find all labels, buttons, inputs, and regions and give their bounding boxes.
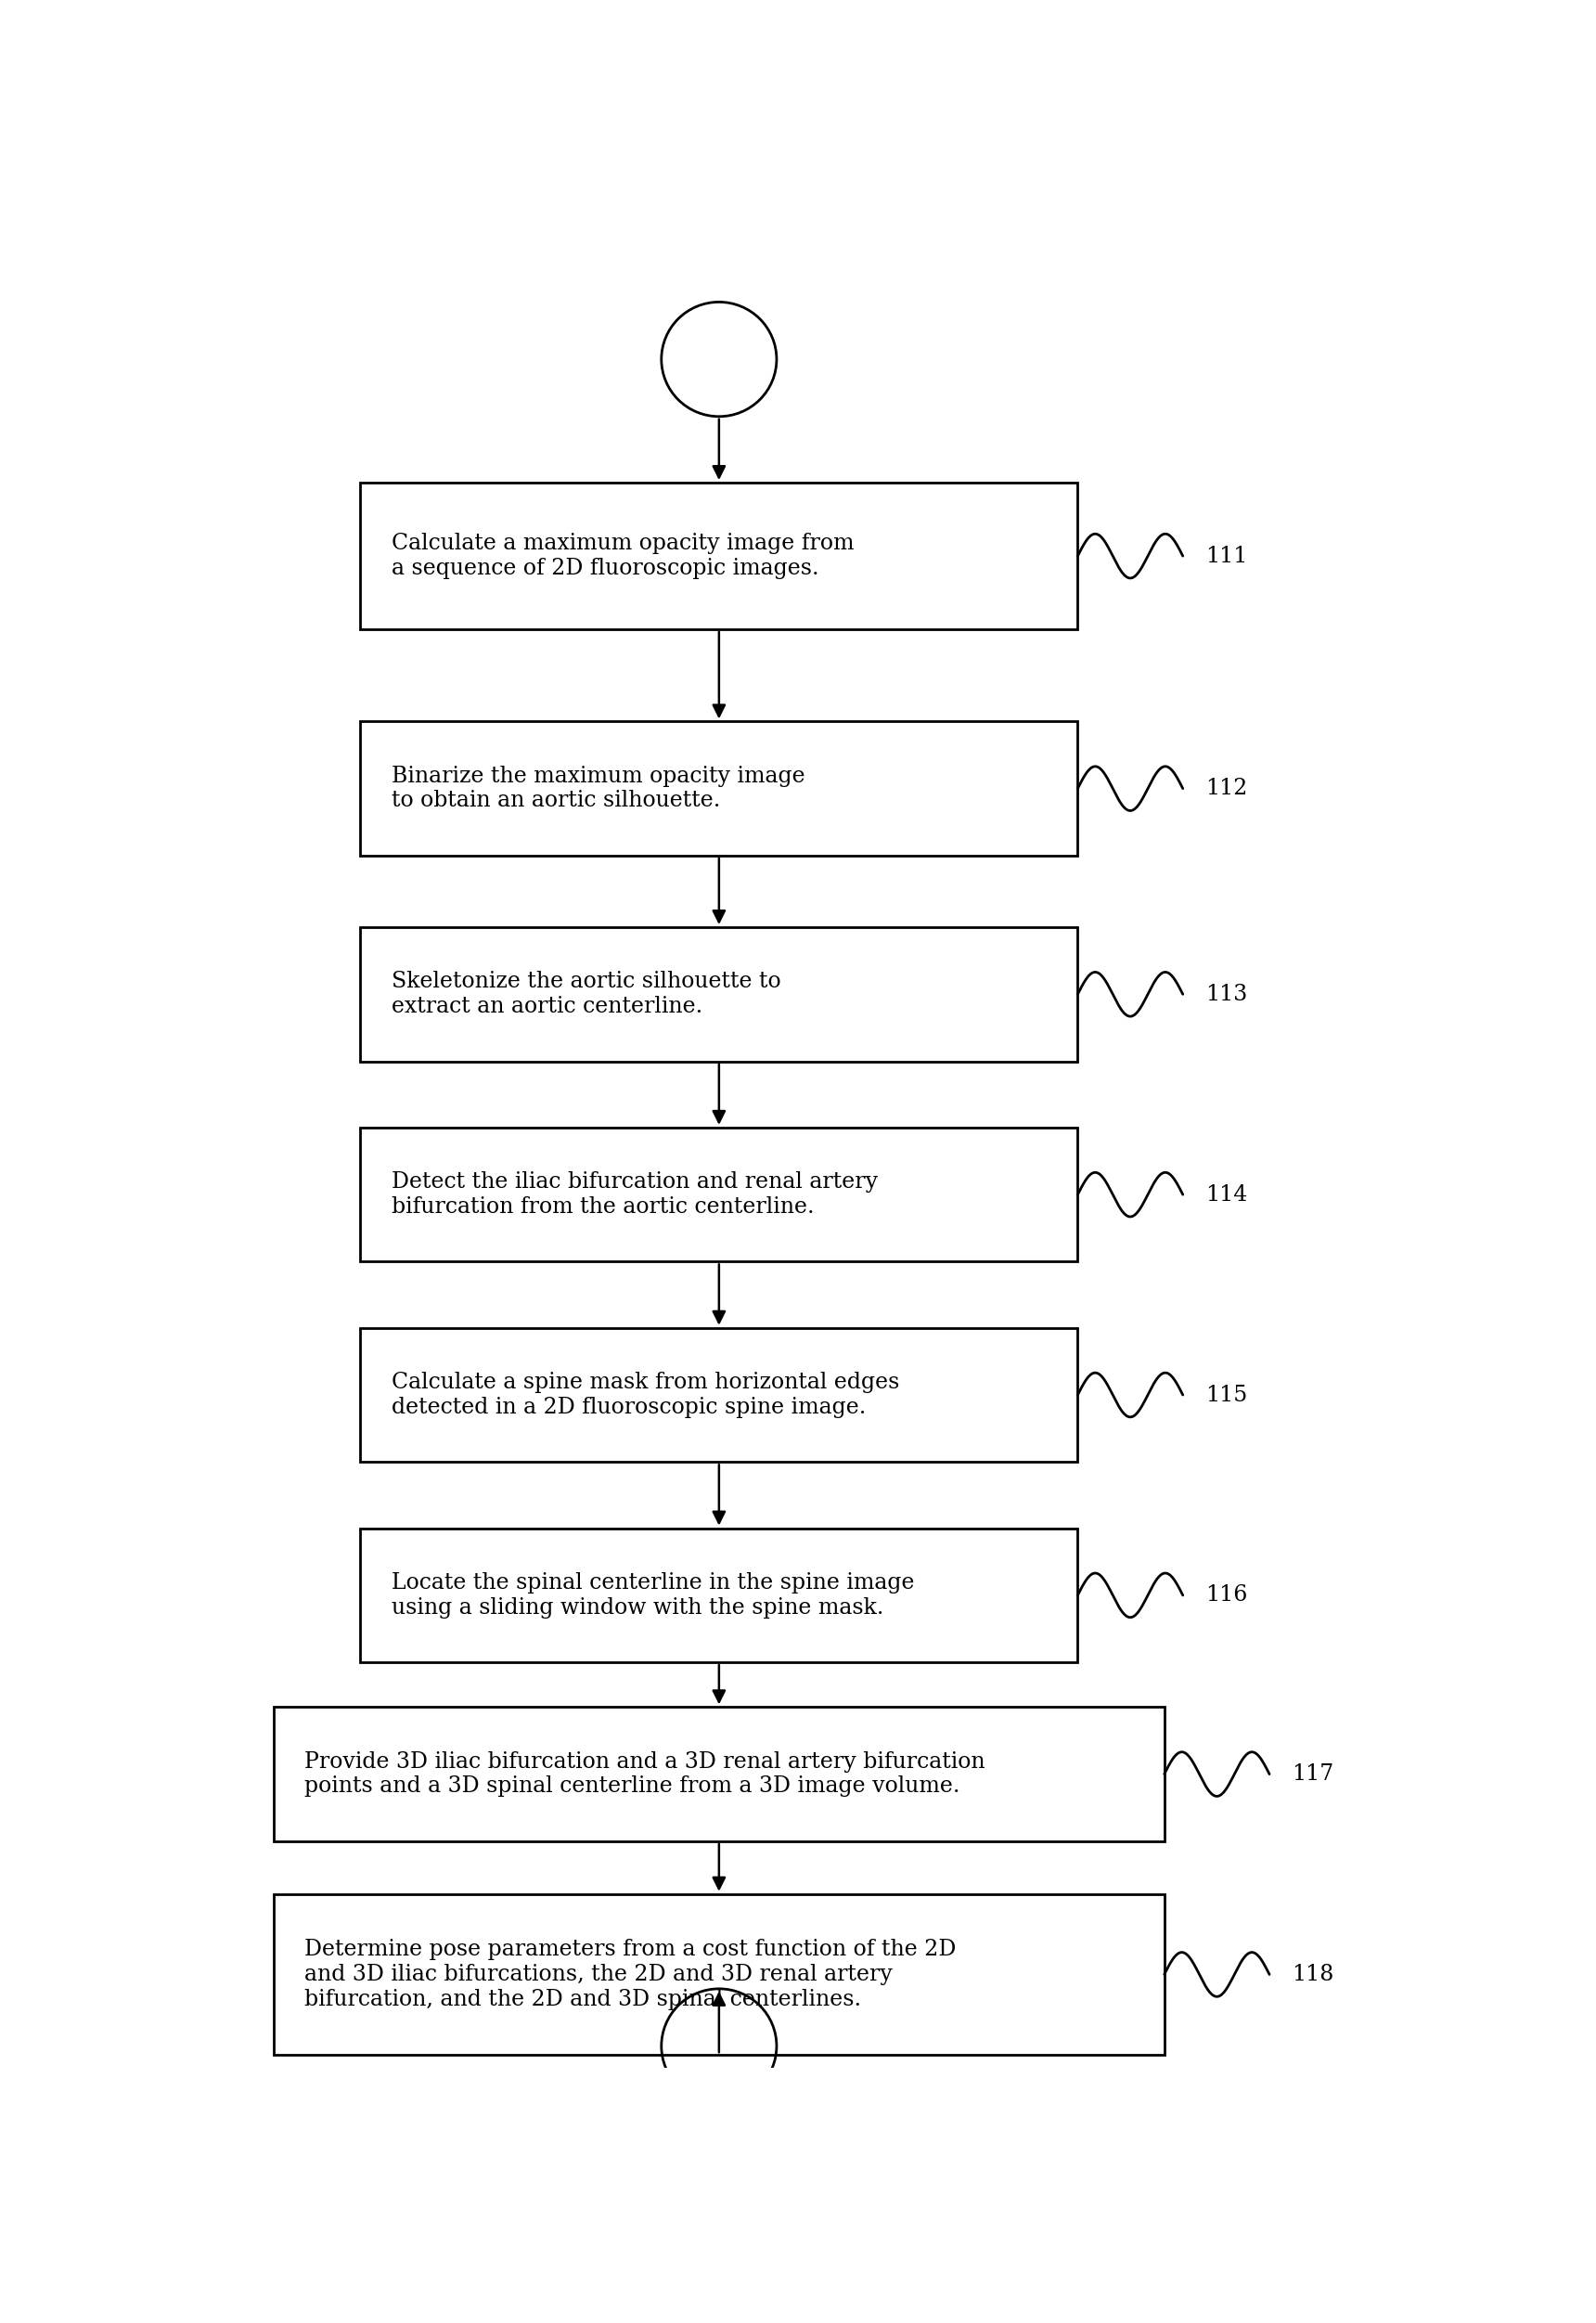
Text: Skeletonize the aortic silhouette to
extract an aortic centerline.: Skeletonize the aortic silhouette to ext… bbox=[391, 971, 780, 1017]
Text: Calculate a spine mask from horizontal edges
detected in a 2D fluoroscopic spine: Calculate a spine mask from horizontal e… bbox=[391, 1373, 899, 1417]
Bar bbox=[275, 1893, 1165, 2056]
Text: Detect the iliac bifurcation and renal artery
bifurcation from the aortic center: Detect the iliac bifurcation and renal a… bbox=[391, 1171, 878, 1217]
Text: 116: 116 bbox=[1205, 1584, 1246, 1605]
Text: Provide 3D iliac bifurcation and a 3D renal artery bifurcation
points and a 3D s: Provide 3D iliac bifurcation and a 3D re… bbox=[305, 1752, 985, 1798]
Bar bbox=[361, 1127, 1077, 1261]
Bar bbox=[361, 722, 1077, 855]
Text: Determine pose parameters from a cost function of the 2D
and 3D iliac bifurcatio: Determine pose parameters from a cost fu… bbox=[305, 1940, 956, 2009]
Text: 112: 112 bbox=[1205, 778, 1246, 799]
Bar bbox=[275, 1707, 1165, 1842]
Bar bbox=[361, 1529, 1077, 1663]
Text: Locate the spinal centerline in the spine image
using a sliding window with the : Locate the spinal centerline in the spin… bbox=[391, 1573, 915, 1619]
Text: 114: 114 bbox=[1205, 1185, 1246, 1206]
Bar bbox=[361, 483, 1077, 630]
Text: 113: 113 bbox=[1205, 983, 1246, 1006]
Text: 118: 118 bbox=[1291, 1963, 1334, 1986]
Text: 115: 115 bbox=[1205, 1385, 1246, 1405]
Text: Binarize the maximum opacity image
to obtain an aortic silhouette.: Binarize the maximum opacity image to ob… bbox=[391, 767, 804, 811]
Text: 117: 117 bbox=[1291, 1763, 1334, 1784]
Text: Calculate a maximum opacity image from
a sequence of 2D fluoroscopic images.: Calculate a maximum opacity image from a… bbox=[391, 532, 854, 578]
Bar bbox=[361, 1329, 1077, 1461]
Bar bbox=[361, 927, 1077, 1062]
Text: 111: 111 bbox=[1205, 546, 1246, 567]
